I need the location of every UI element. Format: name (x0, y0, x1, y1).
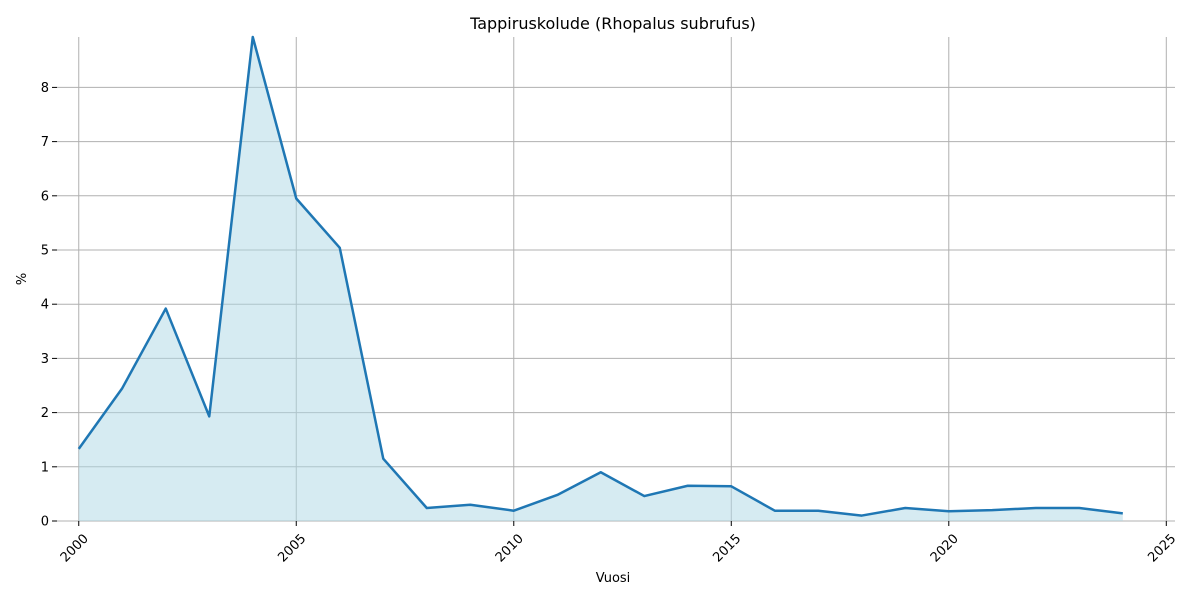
data-point-2023 (1077, 506, 1081, 510)
x-tick-label: 2025 (1145, 531, 1179, 565)
y-tick-label: 2 (41, 406, 49, 421)
x-tick-label: 2010 (493, 531, 527, 565)
data-point-2021 (990, 508, 994, 512)
data-point-2000 (77, 447, 81, 451)
data-point-2002 (164, 307, 168, 311)
data-point-2017 (816, 509, 820, 513)
y-tick-label: 7 (41, 135, 49, 150)
data-point-2018 (860, 514, 864, 518)
data-point-2001 (120, 386, 124, 390)
y-tick-label: 0 (41, 515, 49, 530)
x-axis-ticks: 2000 2005 2010 2015 2020 2025 (58, 521, 1179, 565)
data-point-2024 (1121, 511, 1125, 515)
data-point-2019 (903, 506, 907, 510)
data-point-2003 (207, 414, 211, 418)
x-tick-label: 2020 (928, 531, 962, 565)
data-point-2008 (425, 506, 429, 510)
y-tick-label: 3 (41, 352, 49, 367)
data-point-2015 (729, 484, 733, 488)
y-tick-label: 8 (41, 81, 49, 96)
data-point-2011 (555, 493, 559, 497)
data-point-2013 (642, 494, 646, 498)
x-tick-label: 2000 (58, 531, 92, 565)
y-tick-label: 4 (41, 298, 49, 313)
data-point-2012 (599, 470, 603, 474)
y-tick-label: 5 (41, 244, 49, 259)
data-point-2022 (1034, 506, 1038, 510)
data-point-2016 (773, 509, 777, 513)
series-line (77, 35, 1123, 517)
series-area-fill (78, 37, 1123, 521)
data-point-2020 (947, 509, 951, 513)
data-point-2010 (512, 509, 516, 513)
y-tick-label: 1 (41, 460, 49, 475)
y-tick-label: 6 (41, 189, 49, 204)
x-axis-label: Vuosi (596, 571, 631, 586)
x-tick-label: 2015 (710, 531, 744, 565)
data-point-2009 (468, 503, 472, 507)
y-axis-ticks: 0 1 2 3 4 5 6 7 8 (41, 81, 57, 530)
x-tick-label: 2005 (275, 531, 309, 565)
data-point-2007 (381, 457, 385, 461)
data-point-2005 (294, 197, 298, 201)
data-point-2004 (251, 35, 255, 39)
y-axis-label: % (15, 273, 30, 285)
data-point-2014 (686, 484, 690, 488)
data-point-2006 (338, 246, 342, 250)
chart-title: Tappiruskolude (Rhopalus subrufus) (469, 14, 756, 33)
